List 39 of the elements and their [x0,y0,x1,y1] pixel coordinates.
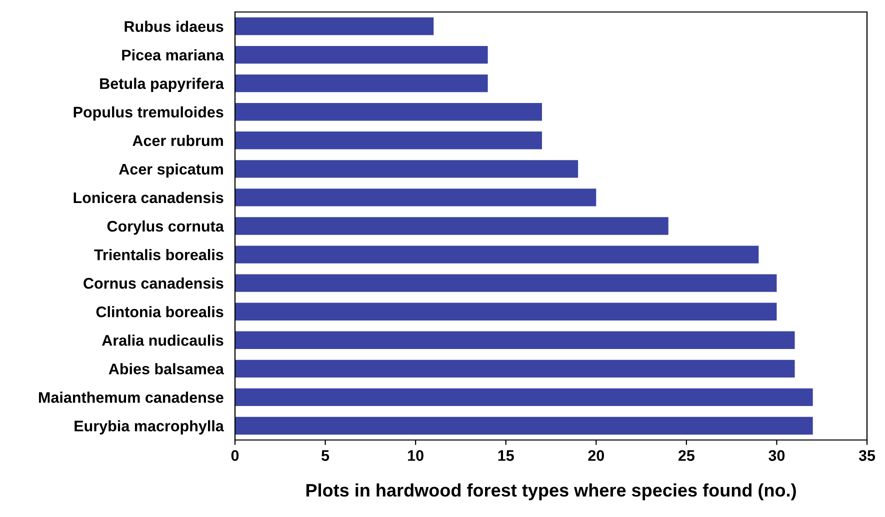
bar [235,74,488,92]
bar [235,274,777,292]
x-tick-label: 0 [231,450,239,461]
bar [235,331,795,349]
bar [235,360,795,378]
x-tick-label: 15 [498,450,514,461]
y-tick-label: Trientalis borealis [94,249,224,260]
y-tick-label: Cornus canadensis [84,278,224,289]
x-tick-label: 10 [408,450,424,461]
y-tick-label: Abies balsamea [108,363,224,374]
x-tick-label: 20 [588,450,604,461]
bar [235,17,434,36]
bar [235,302,777,320]
y-tick-label: Maianthemum canadense [38,392,224,403]
bar [235,160,578,178]
y-tick-label: Corylus cornuta [107,220,224,235]
y-tick-label: Clintonia borealis [96,306,224,318]
y-tick-label: Rubus idaeus [124,20,224,32]
y-tick-label: Lonicera canadensis [74,192,224,204]
bar [235,246,759,264]
y-tick-label: Betula papyrifera [100,78,224,92]
bar [235,217,668,235]
x-axis-title: Plots in hardwood forest types where species found (no.) [306,483,796,500]
x-tick-label: 30 [768,450,785,461]
bar [235,132,542,150]
y-tick-label: Eurybia macrophylla [74,420,224,434]
bar [235,103,542,121]
bar [235,388,813,406]
y-tick-label: Acer rubrum [132,134,223,146]
x-tick-label: 25 [678,450,694,461]
bar [235,46,488,64]
bar [235,188,596,206]
x-tick-label: 5 [322,450,330,461]
y-tick-label: Aralia nudicaulis [102,334,224,346]
x-tick-label: 35 [858,450,876,461]
y-tick-label: Acer spicatum [118,163,223,178]
y-tick-label: Populus tremuloides [74,106,224,121]
bar [235,416,813,435]
y-tick-label: Picea mariana [122,49,224,60]
